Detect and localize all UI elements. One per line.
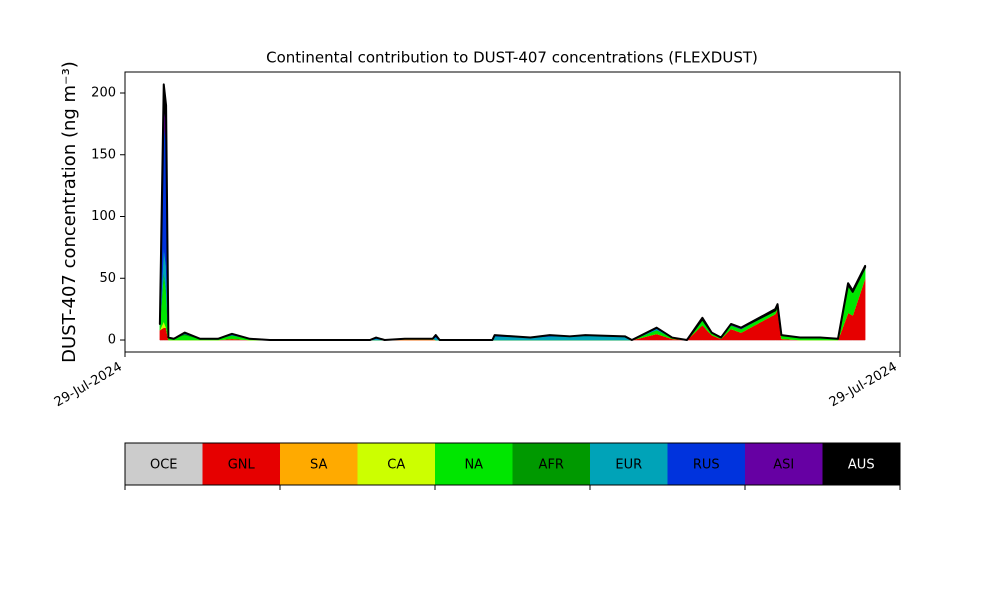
legend-label: SA xyxy=(310,458,327,473)
y-tick-label: 100 xyxy=(91,209,116,224)
y-tick-label: 0 xyxy=(108,333,116,348)
y-axis-label: DUST-407 concentration (ng m⁻³) xyxy=(59,61,80,363)
legend-swatch xyxy=(125,443,203,485)
legend-swatch xyxy=(822,443,900,485)
legend-label: CA xyxy=(387,458,405,473)
legend-swatch xyxy=(667,443,745,485)
legend-swatch xyxy=(590,443,668,485)
legend-label: GNL xyxy=(228,458,256,473)
chart-title: Continental contribution to DUST-407 con… xyxy=(266,49,758,67)
area xyxy=(159,123,866,341)
area xyxy=(159,98,866,341)
axes-frame xyxy=(124,71,901,353)
legend-swatch xyxy=(435,443,513,485)
legend-frame xyxy=(124,442,901,486)
legend-swatch xyxy=(280,443,358,485)
legend-ticks xyxy=(124,485,901,490)
area xyxy=(158,83,867,342)
area xyxy=(159,278,866,341)
y-tick-label: 200 xyxy=(91,85,116,100)
legend-label: OCE xyxy=(150,458,178,473)
legend-label: ASI xyxy=(773,458,794,473)
legend-swatch xyxy=(745,443,823,485)
legend-label: NA xyxy=(464,458,483,473)
plot-area xyxy=(158,83,867,342)
y-tick-label: 50 xyxy=(99,271,116,286)
y-tick-label: 150 xyxy=(91,147,116,162)
legend-label: AUS xyxy=(848,458,875,473)
x-tick-label: 29-Jul-2024 xyxy=(827,360,900,411)
color-legend: OCE GNL SA CA NA AFR EUR RUS ASI AUS xyxy=(125,443,900,485)
legend-label: EUR xyxy=(615,458,642,473)
x-tick-label: 29-Jul-2024 xyxy=(52,360,125,411)
legend-label: RUS xyxy=(693,458,720,473)
legend-label: AFR xyxy=(539,458,564,473)
legend-swatch xyxy=(202,443,280,485)
legend-swatch xyxy=(512,443,590,485)
legend-swatch xyxy=(357,443,435,485)
